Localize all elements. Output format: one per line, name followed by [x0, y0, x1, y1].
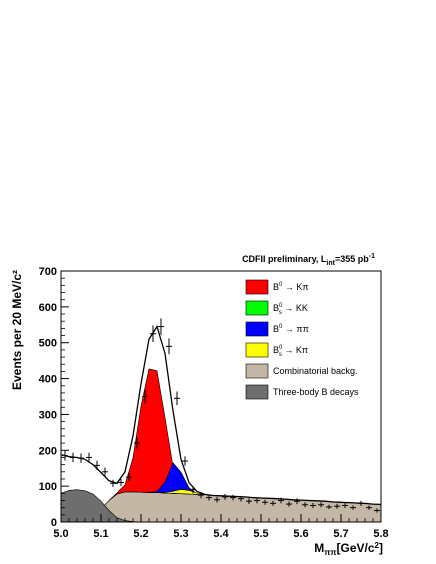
- legend-swatch: [245, 300, 269, 316]
- legend-entry: B0 s → KK: [245, 300, 308, 316]
- data-point: [214, 496, 220, 503]
- legend-label: B0 s → KK: [273, 303, 308, 316]
- legend-label: Combinatorial backg.: [273, 366, 358, 376]
- legend-label: B0 → ππ: [273, 324, 309, 334]
- legend-entry: B0 → ππ: [245, 321, 309, 337]
- y-tick-label: 500: [39, 338, 57, 350]
- x-tick-label: 5.1: [93, 528, 108, 540]
- legend-swatch: [245, 363, 269, 379]
- x-tick-label: 5.5: [253, 528, 268, 540]
- data-point: [110, 479, 116, 487]
- data-point: [142, 389, 148, 404]
- data-point: [150, 325, 156, 342]
- x-tick-label: 5.2: [133, 528, 148, 540]
- data-point: [262, 499, 268, 505]
- y-axis-title: Events per 20 MeV/c²: [10, 270, 24, 390]
- data-point: [230, 494, 236, 501]
- data-point: [190, 486, 196, 494]
- data-point: [246, 498, 252, 505]
- y-tick-label: 200: [39, 445, 57, 457]
- data-point: [318, 502, 324, 508]
- data-point: [310, 502, 316, 509]
- data-point: [198, 491, 204, 499]
- data-point: [238, 495, 244, 502]
- data-point: [350, 505, 356, 510]
- legend-swatch: [245, 321, 269, 337]
- y-tick-label: 600: [39, 302, 57, 314]
- data-point: [78, 453, 84, 463]
- x-axis-title: Mππ[GeV/c2]: [314, 541, 383, 557]
- plot-area: [61, 318, 381, 522]
- y-tick-label: 700: [39, 266, 57, 278]
- data-point: [174, 391, 180, 406]
- y-tick-label: 100: [39, 481, 57, 493]
- y-tick-label: 400: [39, 374, 57, 386]
- data-point: [286, 501, 292, 507]
- x-tick-label: 5.6: [293, 528, 308, 540]
- legend-swatch: [245, 342, 269, 358]
- data-point: [70, 452, 76, 463]
- data-point: [222, 494, 228, 500]
- data-point: [182, 456, 188, 466]
- legend-label: B0 → Kπ: [273, 282, 309, 292]
- data-point: [62, 450, 68, 461]
- data-point: [86, 452, 92, 463]
- data-point: [102, 467, 108, 477]
- legend-swatch: [245, 384, 269, 400]
- legend-entry: Three-body B decays: [245, 384, 359, 400]
- legend-swatch: [245, 279, 269, 295]
- data-point: [326, 504, 332, 510]
- legend-label: B0 s → Kπ: [273, 345, 308, 358]
- data-point: [94, 460, 100, 471]
- data-point: [118, 478, 124, 487]
- chart-annotation: CDFII preliminary, Lint=355 pb-1: [242, 253, 375, 267]
- legend: B0 → Kπ B0 s → KK B0 → ππ B0 s → Kπ Combinator…: [245, 279, 359, 400]
- data-point: [158, 318, 164, 335]
- data-point: [302, 502, 308, 508]
- x-tick-label: 5.8: [373, 528, 388, 540]
- data-point: [254, 497, 260, 504]
- data-point: [134, 437, 140, 449]
- data-point: [374, 508, 380, 513]
- x-tick-label: 5.4: [213, 528, 229, 540]
- legend-label: Three-body B decays: [273, 387, 359, 397]
- data-point: [166, 338, 172, 355]
- y-tick-label: 0: [51, 517, 57, 529]
- data-point: [366, 505, 372, 510]
- data-point: [358, 500, 364, 506]
- data-point: [342, 502, 348, 509]
- data-point: [270, 500, 276, 506]
- legend-entry: B0 → Kπ: [245, 279, 309, 295]
- y-tick-label: 300: [39, 409, 57, 421]
- data-point: [126, 473, 132, 482]
- x-tick-label: 5.7: [333, 528, 348, 540]
- x-tick-label: 5.0: [53, 528, 68, 540]
- fit-curve: [61, 325, 381, 506]
- legend-entry: B0 s → Kπ: [245, 342, 308, 358]
- x-tick-label: 5.3: [173, 528, 188, 540]
- legend-entry: Combinatorial backg.: [245, 363, 358, 379]
- data-point: [294, 498, 300, 505]
- data-point: [206, 494, 212, 501]
- data-point: [278, 497, 284, 504]
- data-point: [334, 503, 340, 509]
- axes: 5.0 5.1 5.2 5.3 5.4 5.5 5.6 5.7 5.8 0 100 200 300 400…: [39, 266, 389, 540]
